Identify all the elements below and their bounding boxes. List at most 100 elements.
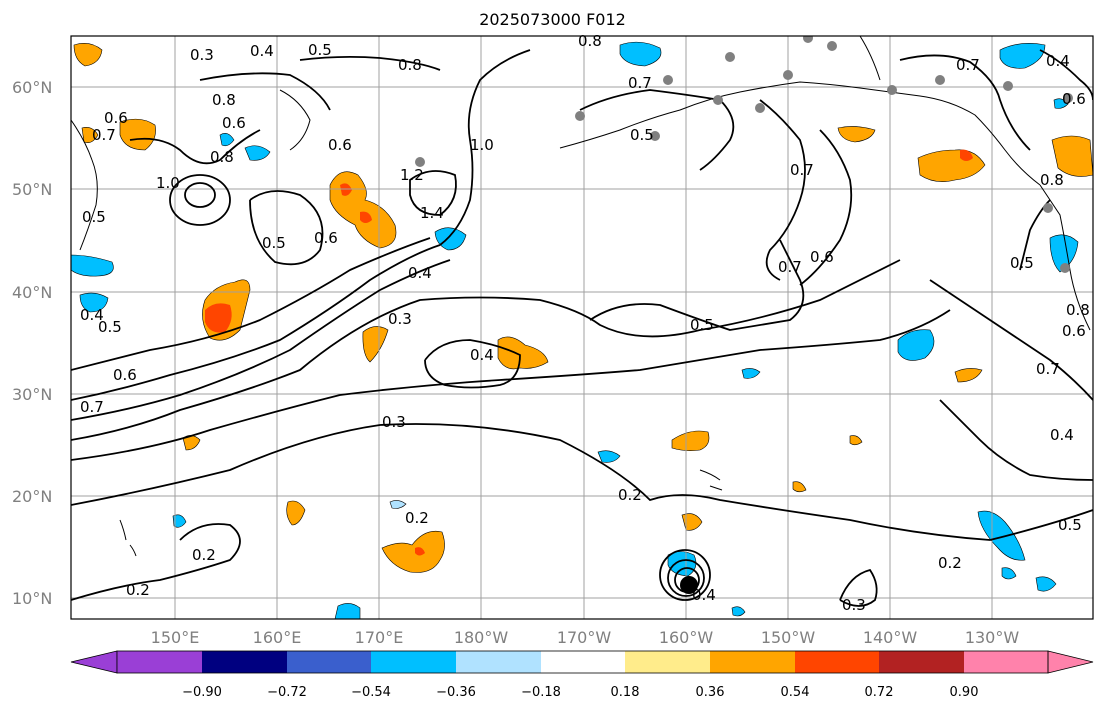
colorbar-tick-label: 0.54 bbox=[781, 685, 810, 700]
negative-anomaly-area bbox=[244, 145, 271, 161]
negative-anomaly-area bbox=[172, 514, 187, 528]
contour-label: 1.0 bbox=[470, 136, 494, 154]
lon-label: 170°E bbox=[355, 628, 404, 647]
contour-label: 0.6 bbox=[810, 248, 834, 266]
contour-label: 0.7 bbox=[790, 161, 814, 179]
positive-anomaly-area bbox=[286, 500, 306, 526]
map-title: 2025073000 F012 bbox=[479, 10, 626, 29]
contour-label: 0.7 bbox=[1036, 360, 1060, 378]
contour-label: 0.6 bbox=[104, 109, 128, 127]
contour-label: 0.6 bbox=[222, 114, 246, 132]
colorbar-segment bbox=[202, 651, 287, 673]
contour-label: 0.5 bbox=[98, 318, 122, 336]
contour-label: 0.5 bbox=[82, 208, 106, 226]
negative-anomaly-area bbox=[334, 603, 361, 619]
contour-label: 0.8 bbox=[210, 148, 234, 166]
station-markers bbox=[415, 36, 1073, 273]
lon-label: 160°E bbox=[253, 628, 302, 647]
colorbar-tick-label: 0.18 bbox=[611, 685, 640, 700]
negative-anomaly-area bbox=[71, 254, 114, 277]
contour-label: 0.5 bbox=[1058, 516, 1082, 534]
lat-label: 60°N bbox=[12, 78, 52, 97]
colorbar-tick-label: −0.72 bbox=[267, 685, 307, 700]
lon-label: 140°W bbox=[863, 628, 918, 647]
negative-anomaly-area bbox=[1035, 576, 1057, 592]
negative-anomaly-area bbox=[219, 133, 235, 147]
colorbar-tick-label: 0.36 bbox=[696, 685, 725, 700]
lat-label: 30°N bbox=[12, 385, 52, 404]
lon-label: 180°W bbox=[454, 628, 509, 647]
colorbar-tick-label: −0.18 bbox=[521, 685, 561, 700]
contour-label: 0.5 bbox=[690, 316, 714, 334]
colorbar-frame bbox=[116, 650, 1049, 674]
colorbar-segment bbox=[795, 651, 879, 673]
negative-anomaly-area bbox=[434, 227, 467, 251]
colorbar-segment bbox=[625, 651, 710, 673]
lat-label: 50°N bbox=[12, 180, 52, 199]
colorbar-segment bbox=[879, 651, 964, 673]
contour-label: 0.7 bbox=[778, 258, 802, 276]
positive-anomaly-area bbox=[837, 126, 876, 143]
contour-label: 0.4 bbox=[1046, 52, 1070, 70]
contour-label: 0.2 bbox=[938, 554, 962, 572]
colorbar-segment bbox=[710, 651, 795, 673]
colorbar-ticks: −0.90 −0.72 −0.54 −0.36 −0.18 0.18 0.36 … bbox=[182, 685, 978, 700]
contour-label: 0.2 bbox=[192, 546, 216, 564]
contour-label: 1.2 bbox=[400, 166, 424, 184]
positive-anomaly-area bbox=[73, 43, 103, 67]
lon-label: 170°W bbox=[557, 628, 612, 647]
contour-lines bbox=[71, 49, 1093, 607]
negative-anomaly-area bbox=[897, 329, 935, 361]
contour-label: 0.7 bbox=[628, 74, 652, 92]
negative-anomaly-area bbox=[741, 368, 761, 379]
colorbar-tick-label: 0.90 bbox=[950, 685, 979, 700]
map-panel: 0.3 0.4 0.5 0.8 0.6 0.7 0.8 1.0 0.8 0.6 … bbox=[70, 32, 1094, 620]
negative-anomaly-area bbox=[731, 606, 746, 617]
colorbar-segment bbox=[456, 651, 541, 673]
positive-anomaly-area bbox=[954, 368, 983, 383]
contour-label: 0.5 bbox=[262, 234, 286, 252]
contour-label: 0.8 bbox=[398, 56, 422, 74]
contour-label: 0.2 bbox=[618, 486, 642, 504]
graticule bbox=[71, 36, 1093, 619]
positive-anomaly-area bbox=[381, 531, 445, 573]
negative-anomaly-area bbox=[977, 510, 1026, 561]
colorbar-segment bbox=[70, 650, 118, 674]
map-frame bbox=[70, 35, 1094, 620]
contour-label: 0.8 bbox=[1066, 301, 1090, 319]
contour-label: 0.3 bbox=[388, 310, 412, 328]
contour-label: 0.4 bbox=[80, 306, 104, 324]
colorbar-tick-label: 0.72 bbox=[865, 685, 894, 700]
negative-anomaly-area bbox=[389, 500, 407, 509]
contour-label: 0.7 bbox=[956, 56, 980, 74]
colorbar-segment bbox=[541, 651, 625, 673]
contour-label: 0.2 bbox=[126, 581, 150, 599]
contour-label: 0.7 bbox=[80, 398, 104, 416]
positive-anomaly-area bbox=[960, 149, 973, 161]
contour-label: 0.6 bbox=[1062, 90, 1086, 108]
contour-label: 0.4 bbox=[1050, 426, 1074, 444]
positive-anomaly-area bbox=[415, 547, 425, 556]
positive-anomaly-area bbox=[1051, 135, 1093, 177]
coastlines bbox=[71, 36, 1091, 557]
lon-label: 130°W bbox=[965, 628, 1020, 647]
positive-anomaly-area bbox=[340, 183, 352, 196]
lat-label: 40°N bbox=[12, 283, 52, 302]
colorbar-segment bbox=[964, 651, 1048, 673]
colorbar-tick-label: −0.54 bbox=[351, 685, 391, 700]
contour-label: 0.2 bbox=[405, 509, 429, 527]
positive-anomaly-area bbox=[792, 481, 807, 493]
contour-label: 0.6 bbox=[113, 366, 137, 384]
cyclone-center-marker bbox=[680, 576, 698, 594]
colorbar-segment bbox=[371, 651, 456, 673]
contour-label: 1.4 bbox=[420, 204, 444, 222]
contour-label: 0.5 bbox=[308, 41, 332, 59]
positive-anomaly-area bbox=[360, 211, 372, 223]
colorbar-tick-label: −0.90 bbox=[182, 685, 222, 700]
negative-anomaly-area bbox=[999, 43, 1046, 69]
contour-label: 0.4 bbox=[250, 42, 274, 60]
contour-label: 0.5 bbox=[1010, 254, 1034, 272]
lon-label: 150°E bbox=[151, 628, 200, 647]
negative-anomaly-area bbox=[1001, 567, 1017, 580]
